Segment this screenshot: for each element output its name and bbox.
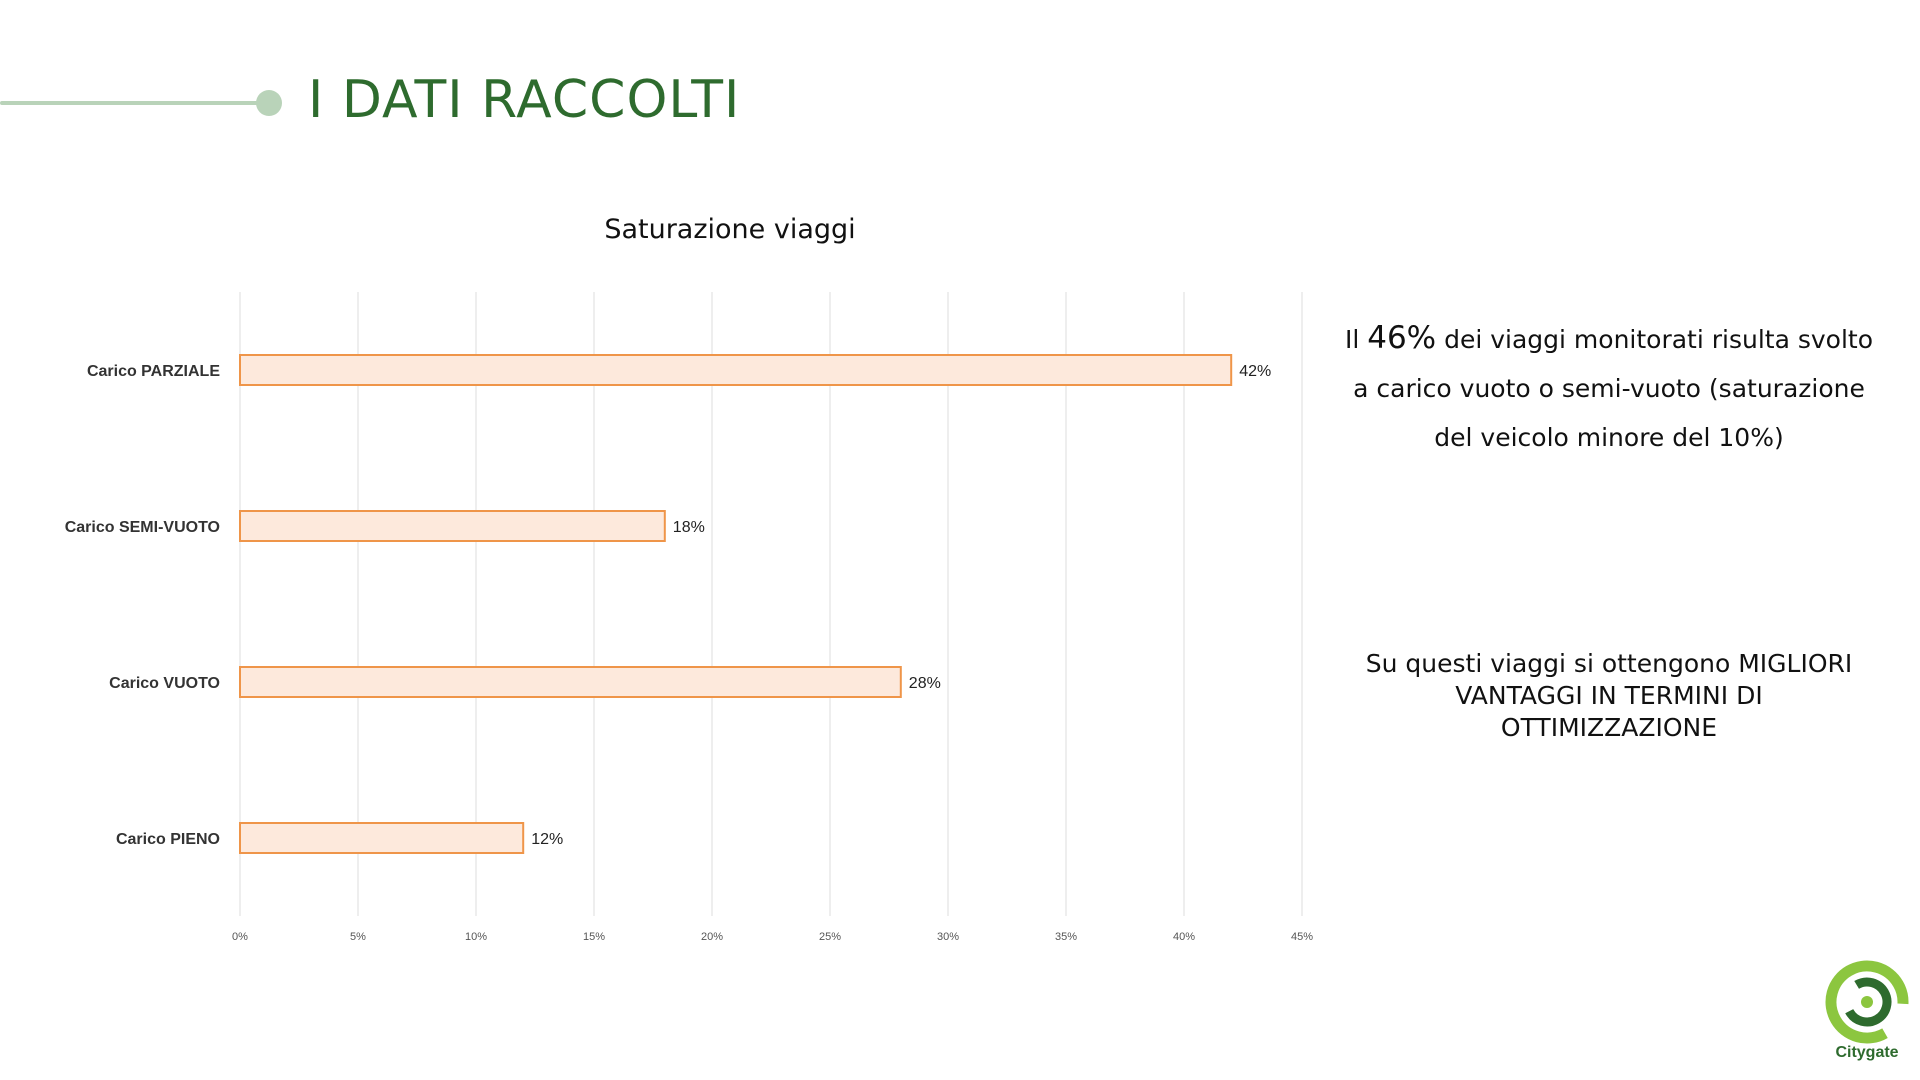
data-label: 28% <box>909 675 941 692</box>
header-accent-line <box>0 101 268 105</box>
category-label: Carico SEMI-VUOTO <box>65 519 220 536</box>
chart-value-labels: 42% 18% 28% 12% <box>531 363 1271 848</box>
x-tick-label: 0% <box>232 931 248 943</box>
chart-x-tick-labels: 0% 5% 10% 15% 20% 25% 30% 35% 40% 45% <box>232 931 1313 943</box>
bar <box>239 354 1233 386</box>
x-tick-label: 15% <box>583 931 605 943</box>
chart-bars <box>239 354 1233 854</box>
category-label: Carico VUOTO <box>109 675 220 692</box>
conclusion-text: Su questi viaggi si ottengono MIGLIORI V… <box>1365 649 1853 742</box>
bar <box>239 510 666 542</box>
category-label: Carico PARZIALE <box>87 363 220 380</box>
bar-chart: Carico PARZIALE Carico SEMI-VUOTO Carico V… <box>65 292 1313 943</box>
data-label: 42% <box>1239 363 1271 380</box>
insight-highlight-value: 46% <box>1367 320 1437 356</box>
x-tick-label: 40% <box>1173 931 1195 943</box>
insight-text: Il 46% dei viaggi monitorati risulta svo… <box>1336 314 1882 462</box>
x-tick-label: 25% <box>819 931 841 943</box>
chart-title: Saturazione viaggi <box>604 214 856 245</box>
category-label: Carico PIENO <box>116 831 220 848</box>
x-tick-label: 20% <box>701 931 723 943</box>
x-tick-label: 30% <box>937 931 959 943</box>
bar <box>239 822 525 854</box>
logo-text: Citygate <box>1835 1044 1899 1061</box>
insight-text-rest: dei viaggi monitorati risulta svolto a c… <box>1353 325 1874 452</box>
x-tick-label: 45% <box>1291 931 1313 943</box>
bar <box>239 666 902 698</box>
insight-text-pre: Il <box>1344 325 1368 354</box>
x-tick-label: 10% <box>465 931 487 943</box>
citygate-logo-icon <box>1825 960 1909 1044</box>
page-title: I DATI RACCOLTI <box>308 70 741 130</box>
chart-category-labels: Carico PARZIALE Carico SEMI-VUOTO Carico V… <box>65 363 221 848</box>
data-label: 12% <box>531 831 563 848</box>
header-accent-dot <box>256 90 282 116</box>
x-tick-label: 35% <box>1055 931 1077 943</box>
x-tick-label: 5% <box>350 931 366 943</box>
chart-gridlines <box>239 292 1303 916</box>
data-label: 18% <box>673 519 705 536</box>
